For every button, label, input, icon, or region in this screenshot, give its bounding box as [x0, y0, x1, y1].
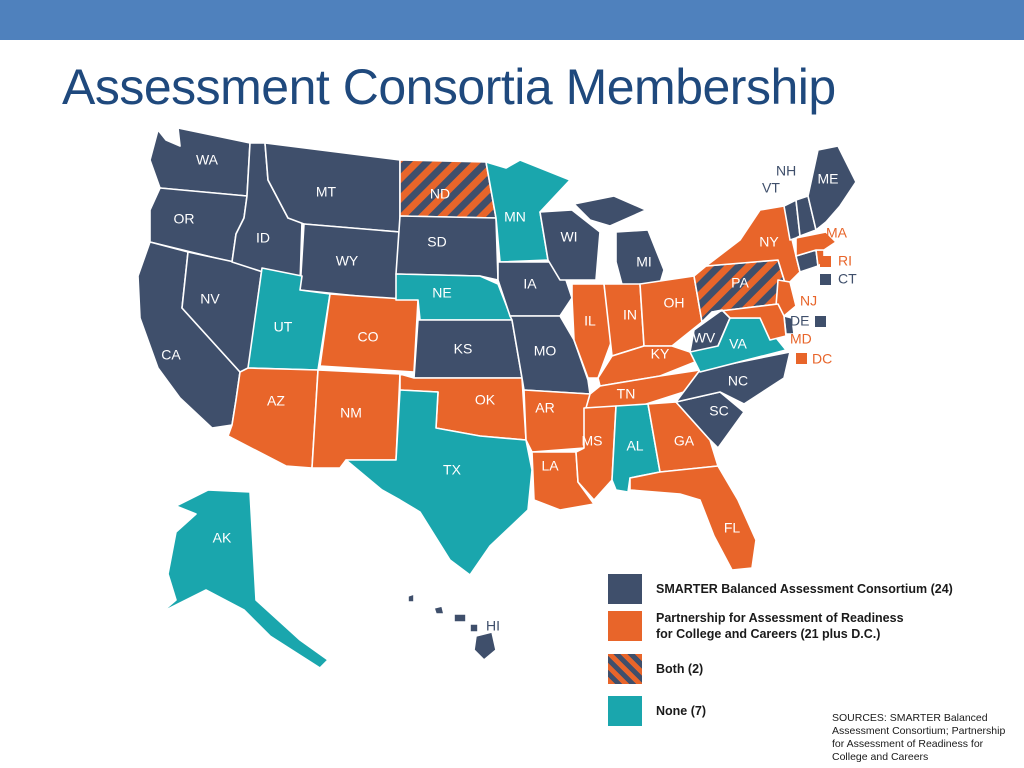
sources-note: SOURCES: SMARTER Balanced Assessment Con… — [832, 712, 1022, 764]
state-mi-up — [573, 195, 647, 227]
label-ct: CT — [838, 271, 857, 287]
label-dc: DC — [812, 351, 832, 367]
legend-item-both: Both (2) — [608, 654, 703, 684]
sources-line-4: College and Careers — [832, 751, 929, 763]
label-ny: NY — [759, 234, 779, 250]
label-in: IN — [623, 307, 637, 323]
sources-line-2: Assessment Consortium; Partnership — [832, 725, 1006, 737]
legend-item-none: None (7) — [608, 696, 706, 726]
label-wa: WA — [196, 152, 219, 168]
label-ne: NE — [432, 285, 451, 301]
label-mt: MT — [316, 184, 337, 200]
label-va: VA — [729, 336, 747, 352]
label-nc: NC — [728, 373, 748, 389]
label-tx: TX — [443, 462, 462, 478]
state-vt — [783, 199, 801, 241]
label-ky: KY — [651, 346, 670, 362]
legend-item-smarter: SMARTER Balanced Assessment Consortium (… — [608, 574, 953, 604]
state-wi — [539, 209, 601, 281]
label-pa: PA — [731, 275, 749, 291]
label-sc: SC — [709, 403, 728, 419]
legend-label-parcc-line2: for College and Careers (21 plus D.C.) — [656, 627, 881, 641]
state-nj — [775, 279, 797, 317]
slide-title: Assessment Consortia Membership — [62, 59, 836, 115]
label-mi: MI — [636, 254, 652, 270]
state-hi-1 — [407, 593, 415, 603]
label-nd: ND — [430, 186, 450, 202]
label-wi: WI — [560, 229, 577, 245]
state-ga — [647, 401, 719, 473]
label-al: AL — [626, 438, 643, 454]
label-ut: UT — [274, 319, 293, 335]
label-ms: MS — [582, 433, 603, 449]
label-ia: IA — [523, 276, 537, 292]
legend-label-both: Both (2) — [656, 662, 704, 676]
label-nj: NJ — [800, 293, 817, 309]
legend-label-parcc-line1: Partnership for Assessment of Readiness — [656, 611, 904, 625]
state-hi-5 — [473, 631, 497, 661]
state-az — [227, 367, 319, 469]
state-ar — [523, 389, 591, 453]
legend-swatch-parcc — [608, 611, 642, 641]
label-mo: MO — [534, 343, 557, 359]
label-ar: AR — [535, 400, 554, 416]
label-nm: NM — [340, 405, 362, 421]
state-ak — [161, 489, 329, 669]
sources-line-3: for Assessment of Readiness for — [832, 738, 984, 750]
state-hi-4 — [469, 623, 479, 633]
header-bar — [0, 0, 1024, 40]
label-hi: HI — [486, 618, 500, 634]
label-ga: GA — [674, 433, 695, 449]
swatch-de — [815, 316, 826, 327]
state-oh — [639, 275, 703, 347]
label-ca: CA — [161, 347, 181, 363]
legend-swatch-none — [608, 696, 642, 726]
swatch-dc — [796, 353, 807, 364]
label-vt: VT — [762, 180, 780, 196]
state-fl — [629, 465, 757, 571]
label-fl: FL — [724, 520, 741, 536]
state-tx — [345, 389, 533, 576]
label-md: MD — [790, 331, 812, 347]
state-md — [711, 303, 787, 341]
state-me — [807, 145, 857, 231]
label-oh: OH — [664, 295, 685, 311]
label-ok: OK — [475, 392, 496, 408]
label-ak: AK — [213, 530, 232, 546]
state-hi-3 — [453, 613, 467, 623]
state-sd — [395, 215, 499, 281]
label-nv: NV — [200, 291, 220, 307]
label-az: AZ — [267, 393, 285, 409]
label-nh: NH — [776, 163, 796, 179]
label-id: ID — [256, 230, 270, 246]
sources-line-1: SOURCES: SMARTER Balanced — [832, 712, 988, 724]
label-wy: WY — [336, 253, 359, 269]
label-me: ME — [818, 171, 839, 187]
label-ma: MA — [826, 225, 848, 241]
swatch-ct — [820, 274, 831, 285]
label-la: LA — [541, 458, 559, 474]
legend-label-smarter: SMARTER Balanced Assessment Consortium (… — [656, 582, 953, 596]
label-ks: KS — [454, 341, 473, 357]
label-or: OR — [174, 211, 195, 227]
legend-swatch-smarter — [608, 574, 642, 604]
swatch-ri — [820, 256, 831, 267]
label-de: DE — [790, 313, 809, 329]
label-sd: SD — [427, 234, 446, 250]
label-mn: MN — [504, 209, 526, 225]
legend-item-parcc: Partnership for Assessment of Readiness … — [608, 610, 904, 642]
legend-swatch-both — [608, 654, 642, 684]
state-ma — [795, 231, 837, 257]
state-hi-2 — [433, 605, 445, 615]
label-wv: WV — [693, 330, 716, 346]
label-ri: RI — [838, 253, 852, 269]
legend-label-none: None (7) — [656, 704, 706, 718]
label-co: CO — [358, 329, 379, 345]
label-tn: TN — [617, 386, 636, 402]
label-il: IL — [584, 313, 596, 329]
